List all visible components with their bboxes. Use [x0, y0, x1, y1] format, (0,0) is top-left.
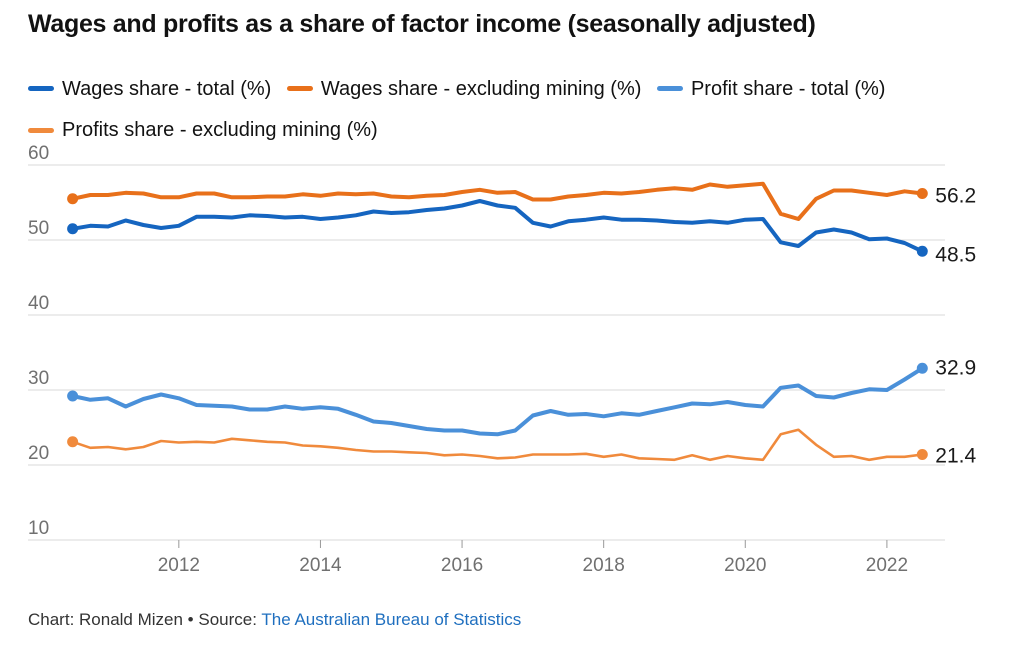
- series-end-label: 32.9: [935, 356, 976, 379]
- legend-label: Profit share - total (%): [690, 77, 886, 100]
- legend-label: Profits share - excluding mining (%): [62, 119, 378, 141]
- series-start-point: [67, 193, 79, 205]
- series-line: [70, 366, 925, 437]
- legend-label: Wages share - excluding mining (%): [320, 77, 642, 100]
- legend-item-wages-ex-mining: Wages share - excluding mining (%): [286, 70, 642, 108]
- y-tick-label: 60: [28, 143, 49, 164]
- legend-swatch: [656, 86, 683, 91]
- legend-label: Wages share - total (%): [62, 77, 272, 100]
- credit-text: Chart: Ronald Mizen • Source:: [28, 610, 262, 629]
- y-tick-label: 40: [28, 293, 49, 314]
- source-link[interactable]: The Australian Bureau of Statistics: [261, 610, 522, 629]
- x-tick-label: 2014: [299, 555, 342, 576]
- y-tick-label: 20: [28, 443, 49, 464]
- series-end-label: 56.2: [935, 185, 976, 208]
- x-tick-label: 2016: [441, 555, 483, 576]
- legend-swatch: [28, 86, 54, 91]
- x-tick-label: 2022: [866, 555, 908, 576]
- series-start-point: [67, 390, 79, 402]
- y-tick-label: 50: [28, 218, 49, 239]
- legend-swatch: [286, 86, 313, 91]
- x-tick-label: 2020: [724, 555, 766, 576]
- y-tick-label: 30: [28, 368, 49, 389]
- series-end-label: 21.4: [935, 445, 976, 468]
- series-end-point: [916, 188, 928, 199]
- series-end-point: [916, 245, 928, 257]
- series-end-point: [916, 362, 928, 374]
- x-tick-label: 2018: [583, 555, 625, 576]
- series-start-point: [67, 436, 79, 448]
- series-line: [70, 199, 925, 254]
- legend-item-profit-total: Profit share - total (%): [656, 70, 886, 108]
- chart-title: Wages and profits as a share of factor i…: [28, 10, 816, 38]
- series-line: [71, 428, 924, 462]
- legend-item-wages-total: Wages share - total (%): [28, 70, 271, 108]
- series-start-point: [67, 223, 79, 235]
- y-tick-label: 10: [28, 518, 49, 539]
- x-tick-label: 2012: [158, 555, 200, 576]
- legend-swatch: [28, 127, 54, 133]
- series-end-label: 48.5: [935, 243, 976, 266]
- line-chart: 10 20 30 40 50 60 2012 2014 2016 2018 2020 2022 21.4…: [28, 143, 976, 576]
- chart-footer: Chart: Ronald Mizen • Source: The Austra…: [28, 610, 521, 630]
- series-line: [70, 181, 925, 221]
- series-end-point: [916, 449, 928, 460]
- legend-item-profits-ex-mining: Profits share - excluding mining (%): [28, 111, 378, 149]
- chart-area: 10 20 30 40 50 60 2012 2014 2016 2018 2020 2022 21.4…: [0, 140, 1024, 605]
- chart-legend: Wages share - total (%) Wages share - ex…: [28, 66, 998, 149]
